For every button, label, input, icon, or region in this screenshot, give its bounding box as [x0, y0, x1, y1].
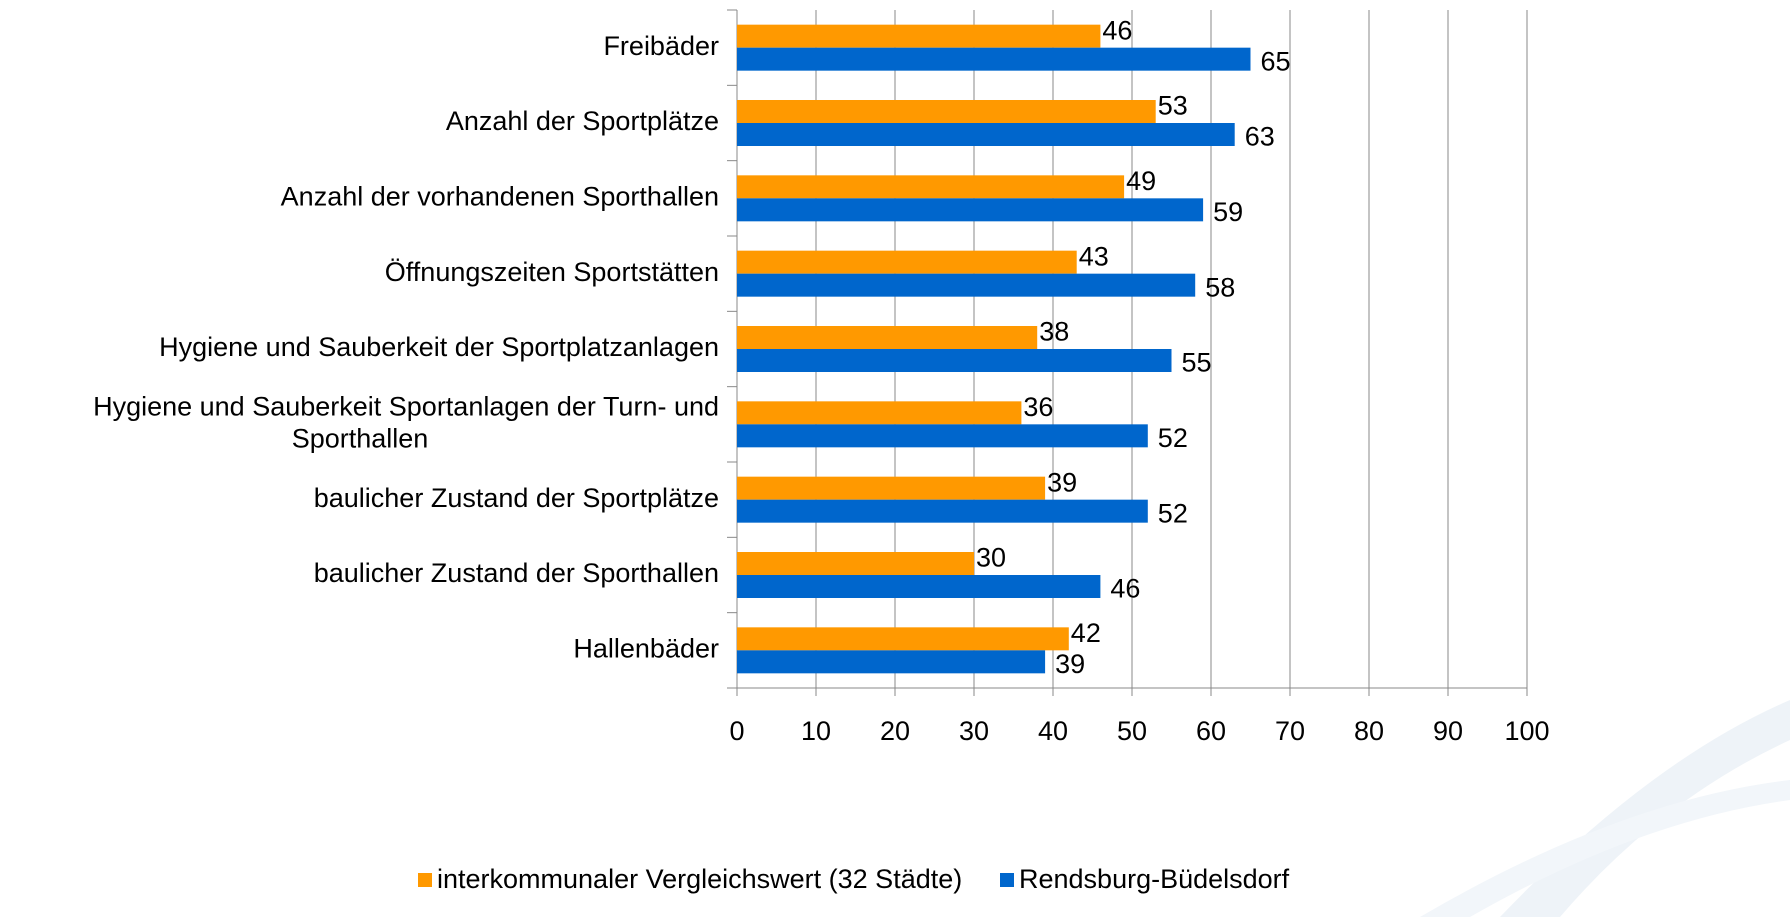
y-tick-label: Freibäder [603, 31, 719, 61]
background-swoosh [1420, 780, 1790, 917]
bar [737, 476, 1046, 500]
x-tick-label: 90 [1433, 716, 1463, 746]
data-label: 39 [1047, 467, 1077, 497]
data-label: 38 [1039, 317, 1069, 347]
data-label: 30 [976, 543, 1006, 573]
bar [737, 650, 1046, 674]
y-tick-label: Hygiene und Sauberkeit der Sportplatzanl… [159, 332, 719, 362]
data-label: 46 [1102, 15, 1132, 45]
x-tick-label: 50 [1117, 716, 1147, 746]
data-label: 52 [1158, 423, 1188, 453]
bar [737, 552, 974, 575]
data-label: 43 [1079, 241, 1109, 271]
x-tick-label: 20 [880, 716, 910, 746]
bar [737, 349, 1172, 372]
y-tick-label: baulicher Zustand der Sportplätze [314, 483, 719, 513]
data-label: 59 [1213, 197, 1243, 227]
bar [737, 123, 1235, 146]
data-label: 55 [1182, 348, 1212, 378]
data-label: 53 [1158, 91, 1188, 121]
y-tick-label: Hygiene und Sauberkeit Sportanlagen der … [93, 391, 719, 453]
bar [737, 424, 1148, 448]
bar [737, 24, 1101, 48]
x-tick-label: 80 [1354, 716, 1384, 746]
bar [737, 575, 1101, 598]
bar [737, 100, 1156, 123]
data-label: 58 [1205, 272, 1235, 302]
bar [737, 326, 1038, 349]
y-tick-label: baulicher Zustand der Sporthallen [314, 558, 719, 588]
bar [737, 273, 1196, 297]
data-label: 65 [1261, 46, 1291, 76]
data-label: 46 [1110, 574, 1140, 604]
legend-swatch [418, 873, 432, 887]
x-tick-label: 100 [1504, 716, 1549, 746]
data-label: 49 [1126, 166, 1156, 196]
x-tick-label: 0 [729, 716, 744, 746]
bar [737, 401, 1022, 425]
bar [737, 198, 1204, 222]
bar [737, 47, 1251, 71]
x-tick-label: 30 [959, 716, 989, 746]
x-tick-label: 40 [1038, 716, 1068, 746]
bar [737, 499, 1148, 523]
y-tick-label: Anzahl der vorhandenen Sporthallen [281, 181, 719, 211]
x-tick-label: 60 [1196, 716, 1226, 746]
bar [737, 250, 1077, 274]
bar [737, 175, 1125, 199]
data-label: 63 [1245, 122, 1275, 152]
y-tick-label: Hallenbäder [573, 633, 719, 663]
data-label: 42 [1071, 618, 1101, 648]
legend-swatch [1000, 873, 1014, 887]
legend-label: Rendsburg-Büdelsdorf [1019, 864, 1290, 894]
data-label: 52 [1158, 498, 1188, 528]
x-tick-label: 10 [801, 716, 831, 746]
data-label: 36 [1023, 392, 1053, 422]
y-tick-label: Öffnungszeiten Sportstätten [385, 257, 719, 287]
x-tick-label: 70 [1275, 716, 1305, 746]
bar [737, 627, 1069, 651]
legend-label: interkommunaler Vergleichswert (32 Städt… [437, 864, 962, 894]
y-tick-label: Anzahl der Sportplätze [446, 106, 719, 136]
data-label: 39 [1055, 649, 1085, 679]
